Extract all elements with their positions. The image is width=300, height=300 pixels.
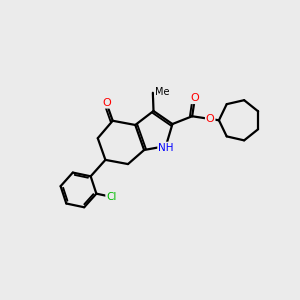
Text: Cl: Cl	[106, 192, 116, 202]
Text: NH: NH	[158, 142, 174, 152]
Text: O: O	[102, 98, 111, 108]
Text: O: O	[190, 93, 199, 103]
Text: Me: Me	[155, 87, 170, 97]
Text: O: O	[206, 114, 214, 124]
